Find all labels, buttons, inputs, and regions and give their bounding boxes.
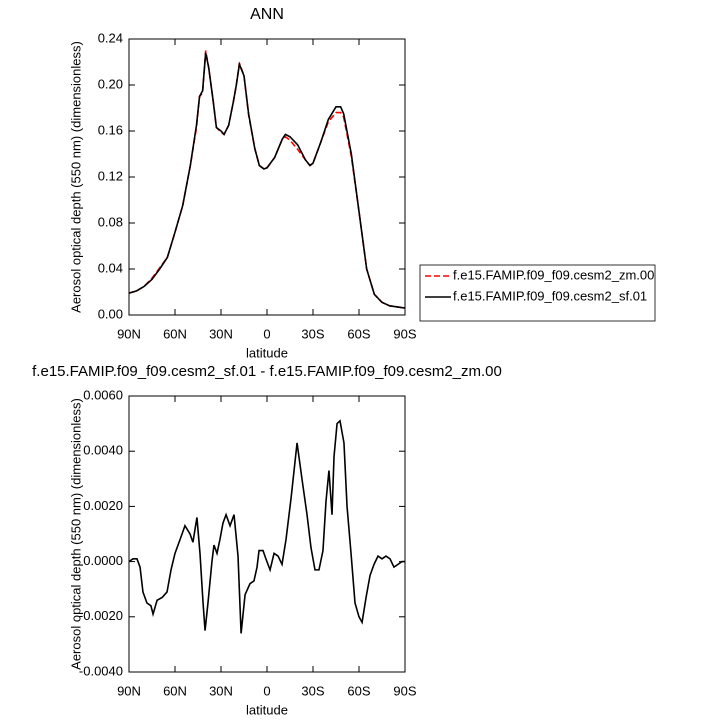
x-tick-label: 0 xyxy=(263,683,270,698)
x-tick-label: 0 xyxy=(263,326,270,341)
legend-box xyxy=(419,264,656,322)
y-axis-label: Aerosol optical depth (550 nm) (dimensio… xyxy=(68,41,83,313)
legend-label: f.e15.FAMIP.f09_f09.cesm2_zm.00 xyxy=(453,267,654,282)
y-tick-label: 0.0040 xyxy=(83,443,123,458)
x-tick-label: 60S xyxy=(347,683,370,698)
y-tick-label: 0.12 xyxy=(98,168,123,183)
chart-title: ANN xyxy=(250,6,284,23)
x-tick-label: 90S xyxy=(393,326,416,341)
x-tick-label: 30N xyxy=(209,683,233,698)
plot-frame xyxy=(128,395,406,673)
y-tick-label: 0.16 xyxy=(98,122,123,137)
y-axis-label: Aerosol optical depth (550 nm) (dimensio… xyxy=(68,398,83,670)
y-tick-label: 0.04 xyxy=(98,260,123,275)
x-tick-label: 60N xyxy=(163,683,187,698)
x-tick-label: 60S xyxy=(347,326,370,341)
y-tick-label: 0.08 xyxy=(98,214,123,229)
y-tick-label: 0.0060 xyxy=(83,387,123,402)
x-tick-label: 60N xyxy=(163,326,187,341)
x-tick-label: 90S xyxy=(393,683,416,698)
y-tick-label: 0.0020 xyxy=(83,498,123,513)
x-tick-label: 90N xyxy=(117,683,141,698)
x-tick-label: 30S xyxy=(301,326,324,341)
legend-label: f.e15.FAMIP.f09_f09.cesm2_sf.01 xyxy=(453,288,647,303)
data-line xyxy=(128,50,406,309)
chart-subtitle: f.e15.FAMIP.f09_f09.cesm2_sf.01 - f.e15.… xyxy=(32,363,502,380)
y-tick-label: -0.0040 xyxy=(79,663,123,678)
y-tick-label: 0.00 xyxy=(98,306,123,321)
x-tick-label: 30N xyxy=(209,326,233,341)
data-line xyxy=(128,419,405,634)
x-axis-label: latitude xyxy=(246,702,288,717)
y-tick-label: 0.24 xyxy=(98,30,123,45)
y-tick-label: -0.0020 xyxy=(79,608,123,623)
x-tick-label: 90N xyxy=(117,326,141,341)
x-tick-label: 30S xyxy=(301,683,324,698)
plot-frame xyxy=(128,38,406,316)
data-line xyxy=(128,52,406,309)
x-axis-label: latitude xyxy=(246,345,288,360)
y-tick-label: 0.20 xyxy=(98,76,123,91)
y-tick-label: 0.0000 xyxy=(83,553,123,568)
